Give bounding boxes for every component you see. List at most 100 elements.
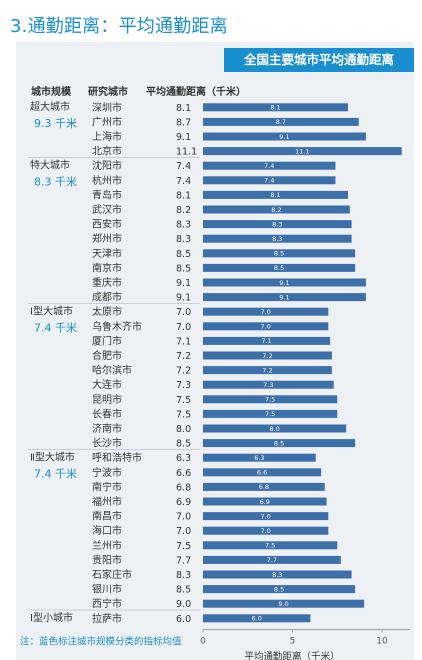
- bar: [203, 585, 356, 594]
- group-name: 特大城市: [30, 158, 70, 171]
- bar: [203, 132, 366, 141]
- city-label: 福州市: [92, 495, 122, 508]
- bar-data-label: 8.2: [271, 206, 281, 214]
- bar-data-label: 6.6: [257, 469, 267, 477]
- group-average: 9.3 千米: [34, 117, 77, 130]
- city-label: 宁波市: [92, 466, 122, 479]
- bar: [203, 570, 352, 579]
- bar: [203, 117, 359, 126]
- city-label: 乌鲁木齐市: [92, 320, 142, 333]
- bar: [203, 541, 338, 550]
- bar: [203, 190, 348, 199]
- value-label: 6.0: [176, 614, 191, 625]
- bar-data-label: 6.0: [252, 615, 262, 623]
- value-label: 7.2: [176, 351, 191, 362]
- value-label: 8.2: [176, 205, 191, 216]
- bar: [203, 395, 338, 404]
- group-name: 超大城市: [30, 100, 70, 113]
- bar-data-label: 8.0: [269, 425, 279, 433]
- bar: [203, 147, 402, 156]
- city-label: 青岛市: [92, 188, 122, 201]
- bar-data-label: 8.1: [270, 191, 280, 199]
- bar: [203, 322, 329, 331]
- bar: [203, 176, 336, 185]
- bar: [203, 512, 329, 521]
- city-label: 呼和浩特市: [92, 451, 142, 464]
- bar: [203, 497, 327, 506]
- city-label: 贵阳市: [92, 553, 122, 566]
- bar: [203, 380, 334, 389]
- city-label: 石家庄市: [92, 568, 132, 581]
- value-label: 9.1: [176, 278, 191, 289]
- city-label: 南京市: [92, 261, 122, 274]
- value-label: 8.3: [176, 570, 191, 581]
- city-label: 天津市: [92, 247, 122, 260]
- bar-data-label: 8.1: [270, 104, 280, 112]
- value-label: 7.0: [176, 322, 191, 333]
- bar-data-label: 7.4: [264, 177, 274, 185]
- bar: [203, 307, 329, 316]
- bar-data-label: 6.8: [259, 483, 269, 491]
- value-label: 7.4: [176, 161, 191, 172]
- bar: [203, 555, 341, 564]
- header-scale: 城市规模: [31, 85, 72, 98]
- city-label: 北京市: [92, 145, 122, 158]
- value-label: 7.5: [176, 395, 191, 406]
- bar-data-label: 7.0: [260, 527, 270, 535]
- bar-data-label: 7.0: [260, 512, 270, 520]
- bar-data-label: 8.5: [274, 250, 284, 258]
- city-label: 重庆市: [92, 276, 122, 289]
- bar-data-label: 9.1: [279, 279, 289, 287]
- group-name: Ⅰ型大城市: [30, 304, 73, 317]
- value-label: 6.3: [176, 453, 191, 464]
- group-average: 7.4 千米: [34, 467, 77, 480]
- bar: [203, 336, 331, 345]
- bar: [203, 220, 352, 229]
- city-label: 厦门市: [92, 334, 122, 347]
- value-label: 8.0: [176, 424, 191, 435]
- value-label: 7.4: [176, 176, 191, 187]
- bar: [203, 293, 366, 302]
- city-label: 南宁市: [92, 480, 122, 493]
- value-label: 7.7: [176, 555, 191, 566]
- value-label: 11.1: [176, 147, 197, 158]
- value-label: 8.3: [176, 220, 191, 231]
- value-label: 7.1: [176, 336, 191, 347]
- bar-data-label: 7.0: [260, 308, 270, 316]
- bar-data-label: 7.4: [264, 162, 274, 170]
- city-label: 合肥市: [92, 349, 122, 362]
- header-city: 研究城市: [88, 85, 128, 98]
- city-label: 拉萨市: [92, 612, 122, 625]
- bar-data-label: 8.7: [276, 118, 286, 126]
- city-label: 济南市: [92, 422, 122, 435]
- city-label: 长春市: [92, 407, 122, 420]
- bar: [203, 351, 332, 360]
- bar: [203, 103, 348, 112]
- city-label: 南昌市: [92, 510, 122, 523]
- chart-title: 全国主要城市平均通勤距离: [224, 48, 414, 72]
- city-label: 西安市: [92, 218, 122, 231]
- value-label: 7.0: [176, 512, 191, 523]
- bar-data-label: 7.2: [262, 352, 272, 360]
- bar-data-label: 6.9: [260, 498, 270, 506]
- bar: [203, 249, 356, 258]
- bar: [203, 453, 316, 462]
- bar-data-label: 7.5: [265, 542, 275, 550]
- bar: [203, 468, 322, 477]
- value-label: 9.0: [176, 599, 191, 610]
- header-value: 平均通勤距离（千米）: [146, 85, 246, 98]
- city-label: 成都市: [92, 291, 122, 304]
- bar-data-label: 8.3: [272, 220, 282, 228]
- value-label: 8.5: [176, 263, 191, 274]
- city-label: 广州市: [92, 115, 122, 128]
- bar: [203, 439, 356, 448]
- bar-data-label: 8.5: [274, 264, 284, 272]
- bar-data-label: 8.5: [274, 585, 284, 593]
- bar-data-label: 7.5: [265, 396, 275, 404]
- value-label: 6.6: [176, 468, 191, 479]
- value-label: 8.1: [176, 190, 191, 201]
- x-tick-label: 10: [376, 637, 388, 647]
- value-label: 7.0: [176, 526, 191, 537]
- bar-data-label: 7.5: [265, 410, 275, 418]
